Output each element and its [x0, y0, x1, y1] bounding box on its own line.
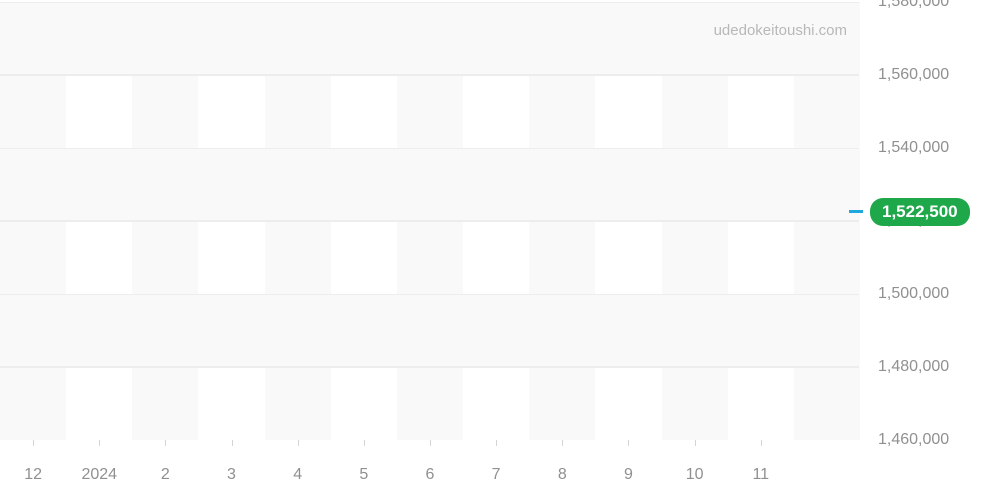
- x-tick: [165, 440, 166, 446]
- plot-area: udedokeitoushi.com: [0, 2, 860, 440]
- x-tick: [496, 440, 497, 446]
- x-tick-label: 3: [227, 466, 236, 484]
- y-tick-label: 1,560,000: [878, 66, 949, 84]
- x-tick: [562, 440, 563, 446]
- y-band: [0, 148, 859, 221]
- y-gridline: [0, 148, 859, 149]
- y-gridline: [0, 294, 859, 295]
- x-tick-label: 2024: [81, 466, 117, 484]
- x-tick-label: 6: [426, 466, 435, 484]
- current-price-badge: 1,522,500: [870, 198, 970, 226]
- y-band: [0, 294, 859, 367]
- x-tick: [430, 440, 431, 446]
- x-tick-label: 7: [492, 466, 501, 484]
- x-tick: [695, 440, 696, 446]
- x-tick-label: 2: [161, 466, 170, 484]
- y-tick-label: 1,480,000: [878, 358, 949, 376]
- x-axis-labels: 12 2024 2 3 4 5 6 7 8 9 10 11: [0, 460, 860, 500]
- current-price-value: 1,522,500: [882, 202, 958, 221]
- x-tick: [99, 440, 100, 446]
- y-tick-label: 1,580,000: [878, 0, 949, 11]
- y-tick-label: 1,460,000: [878, 431, 949, 449]
- y-tick-label: 1,540,000: [878, 139, 949, 157]
- y-gridline: [0, 221, 859, 222]
- x-tick: [628, 440, 629, 446]
- y-tick-label: 1,500,000: [878, 285, 949, 303]
- x-tick: [298, 440, 299, 446]
- y-axis-labels: 1,580,0001,560,0001,540,0001,520,0001,50…: [878, 0, 988, 460]
- x-tick: [232, 440, 233, 446]
- x-tick: [761, 440, 762, 446]
- current-price-marker: [849, 210, 863, 213]
- x-tick-label: 12: [24, 466, 42, 484]
- x-tick-label: 4: [293, 466, 302, 484]
- x-tick-label: 11: [752, 466, 769, 484]
- watermark-text: udedokeitoushi.com: [714, 22, 847, 39]
- x-tick-label: 10: [686, 466, 704, 484]
- y-gridline: [0, 75, 859, 76]
- y-gridline: [0, 367, 859, 368]
- x-tick: [364, 440, 365, 446]
- price-chart: udedokeitoushi.com: [0, 0, 860, 460]
- x-tick-label: 5: [359, 466, 368, 484]
- x-tick-label: 8: [558, 466, 567, 484]
- x-tick: [33, 440, 34, 446]
- x-tick-label: 9: [624, 466, 633, 484]
